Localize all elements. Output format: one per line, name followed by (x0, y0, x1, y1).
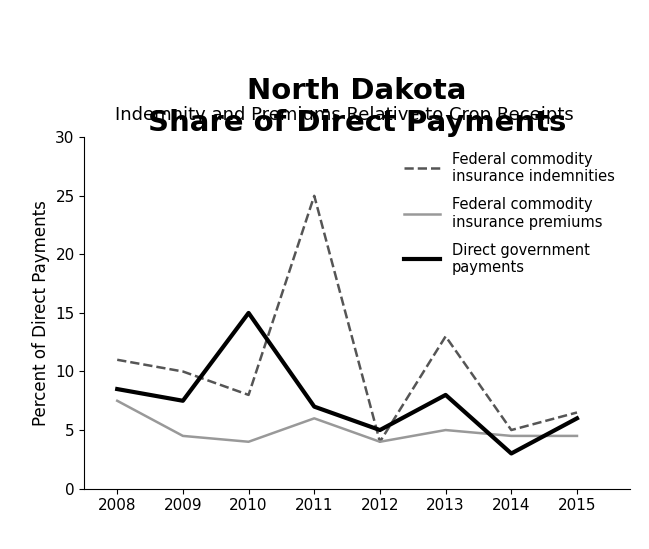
Text: Indemnity and Premiums Relative to Crop Receipts: Indemnity and Premiums Relative to Crop … (115, 105, 573, 124)
Federal commodity
insurance indemnities (508, 427, 515, 433)
Direct government
payments (310, 404, 318, 410)
Legend: Federal commodity
insurance indemnities, Federal commodity
insurance premiums, D: Federal commodity insurance indemnities,… (397, 144, 622, 283)
Direct government
payments (376, 427, 384, 433)
Y-axis label: Percent of Direct Payments: Percent of Direct Payments (32, 200, 50, 426)
Federal commodity
insurance premiums (573, 433, 581, 439)
Federal commodity
insurance indemnities (376, 439, 384, 445)
Line: Direct government
payments: Direct government payments (117, 313, 577, 453)
Federal commodity
insurance indemnities (114, 356, 121, 363)
Direct government
payments (508, 450, 515, 457)
Federal commodity
insurance premiums (310, 415, 318, 422)
Federal commodity
insurance premiums (179, 433, 187, 439)
Direct government
payments (114, 386, 121, 393)
Federal commodity
insurance premiums (508, 433, 515, 439)
Federal commodity
insurance indemnities (179, 368, 187, 375)
Federal commodity
insurance premiums (442, 427, 450, 433)
Line: Federal commodity
insurance premiums: Federal commodity insurance premiums (117, 401, 577, 442)
Federal commodity
insurance indemnities (310, 193, 318, 199)
Federal commodity
insurance premiums (245, 439, 252, 445)
Line: Federal commodity
insurance indemnities: Federal commodity insurance indemnities (117, 196, 577, 442)
Direct government
payments (573, 415, 581, 422)
Federal commodity
insurance premiums (376, 439, 384, 445)
Title: North Dakota
Share of Direct Payments: North Dakota Share of Direct Payments (148, 77, 566, 137)
Federal commodity
insurance indemnities (573, 409, 581, 416)
Direct government
payments (179, 397, 187, 404)
Direct government
payments (245, 310, 252, 316)
Federal commodity
insurance indemnities (442, 333, 450, 340)
Federal commodity
insurance indemnities (245, 391, 252, 398)
Federal commodity
insurance premiums (114, 397, 121, 404)
Direct government
payments (442, 391, 450, 398)
